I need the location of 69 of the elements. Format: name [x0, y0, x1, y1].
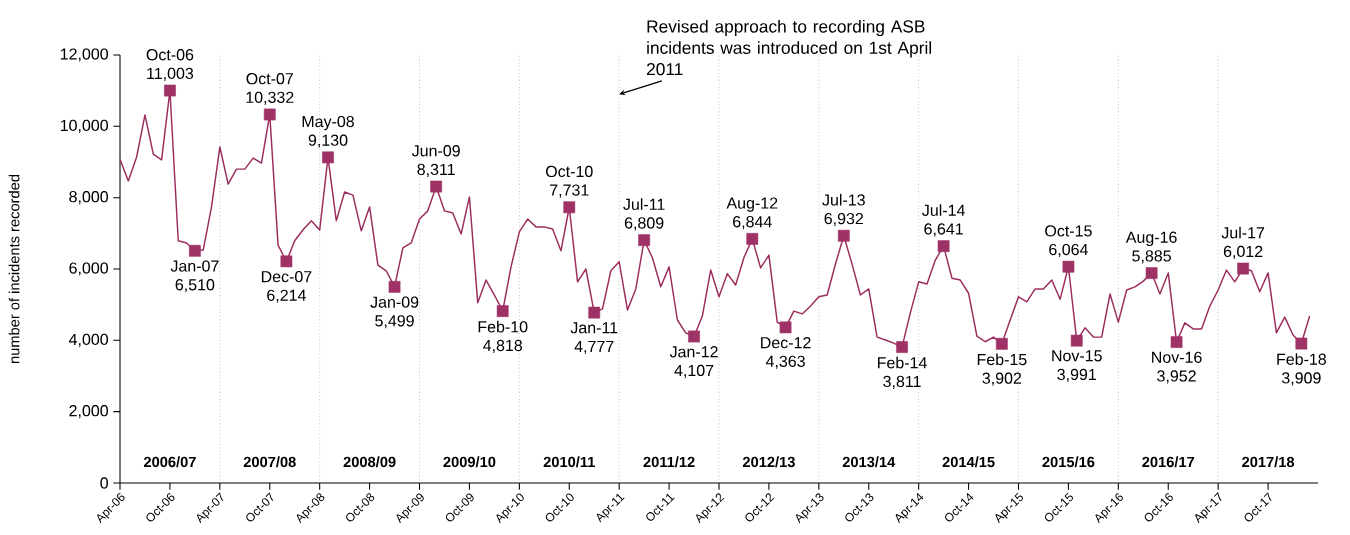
data-label: May-08 9,130 — [302, 115, 354, 148]
point — [563, 201, 576, 214]
data-label: Nov-16 3,952 — [1152, 351, 1202, 384]
point — [638, 234, 650, 246]
annotation: 2011/12 — [643, 456, 695, 468]
point — [496, 305, 509, 318]
annotation: 2006/07 — [143, 456, 196, 468]
point — [837, 229, 850, 242]
point — [1062, 260, 1075, 273]
data-label: Dec-07 6,214 — [261, 270, 312, 303]
annotation: 2009/10 — [443, 456, 496, 468]
y-tick-label: 6,000 — [69, 262, 109, 276]
point — [779, 321, 792, 334]
data-label: Oct-07 10,332 — [246, 73, 294, 105]
data-label: Jan-07 6,510 — [170, 260, 219, 293]
point — [430, 180, 443, 193]
data-label: Feb-18 3,909 — [1277, 353, 1326, 386]
annotation: Revised approach to recording ASB incidents was introduced on 1st April 2011 — [646, 19, 932, 76]
data-label: Feb-14 3,811 — [878, 356, 927, 389]
point — [388, 280, 401, 293]
y-tick-label: 8,000 — [69, 191, 109, 205]
data-label: Jul-13 6,932 — [822, 193, 865, 227]
y-tick-label: 4,000 — [68, 333, 109, 347]
data-label: Jul-17 6,012 — [1221, 226, 1265, 259]
point — [937, 240, 950, 252]
data-label: Oct-15 6,064 — [1045, 225, 1092, 258]
annotation: 2007/08 — [243, 456, 296, 468]
data-label: Jan-11 4,777 — [570, 322, 618, 354]
point — [189, 244, 201, 257]
annotation: 2016/17 — [1142, 456, 1195, 468]
point — [1237, 262, 1249, 275]
point — [164, 84, 176, 97]
point — [995, 337, 1008, 350]
annotation: 2012/13 — [742, 456, 795, 468]
point — [746, 233, 759, 245]
data-label: Jun-09 8,311 — [411, 145, 460, 177]
annotation: 2015/16 — [1042, 456, 1095, 468]
y-tick-label: 2,000 — [69, 405, 109, 419]
point — [1295, 337, 1308, 350]
data-label: Jul-11 6,809 — [623, 198, 665, 231]
point — [1170, 336, 1183, 348]
data-label: Nov-15 3,991 — [1052, 350, 1102, 382]
y-tick-label: 10,000 — [60, 119, 109, 133]
data-label: Jul-14 6,641 — [922, 204, 965, 237]
data-label: Feb-15 3,902 — [977, 353, 1027, 386]
annotation: 2008/09 — [343, 456, 396, 468]
data-label: Oct-06 11,003 — [146, 49, 194, 81]
annotation: 2017/18 — [1242, 456, 1295, 468]
point — [896, 341, 908, 353]
data-label: Jan-12 4,107 — [669, 346, 718, 378]
point — [1145, 267, 1158, 279]
data-label: Dec-12 4,363 — [761, 336, 811, 369]
data-label: Oct-10 7,731 — [546, 165, 593, 198]
data-label: Feb-10 4,818 — [478, 320, 528, 354]
point — [688, 330, 700, 343]
y-tick-label: 12,000 — [60, 48, 109, 62]
annotation: 2010/11 — [543, 456, 595, 468]
y-tick-label: 0 — [100, 477, 109, 489]
annotation: 2014/15 — [942, 456, 995, 468]
point — [588, 306, 601, 319]
y-axis-title: number of incidents recorded — [8, 174, 20, 363]
data-label: Aug-16 5,885 — [1125, 231, 1177, 264]
data-label: Aug-12 6,844 — [726, 197, 778, 230]
data-label: Jan-09 5,499 — [370, 296, 419, 329]
point — [322, 151, 334, 164]
point — [263, 108, 276, 121]
point — [1070, 334, 1083, 347]
point — [280, 255, 293, 268]
annotation: 2013/14 — [842, 456, 896, 468]
